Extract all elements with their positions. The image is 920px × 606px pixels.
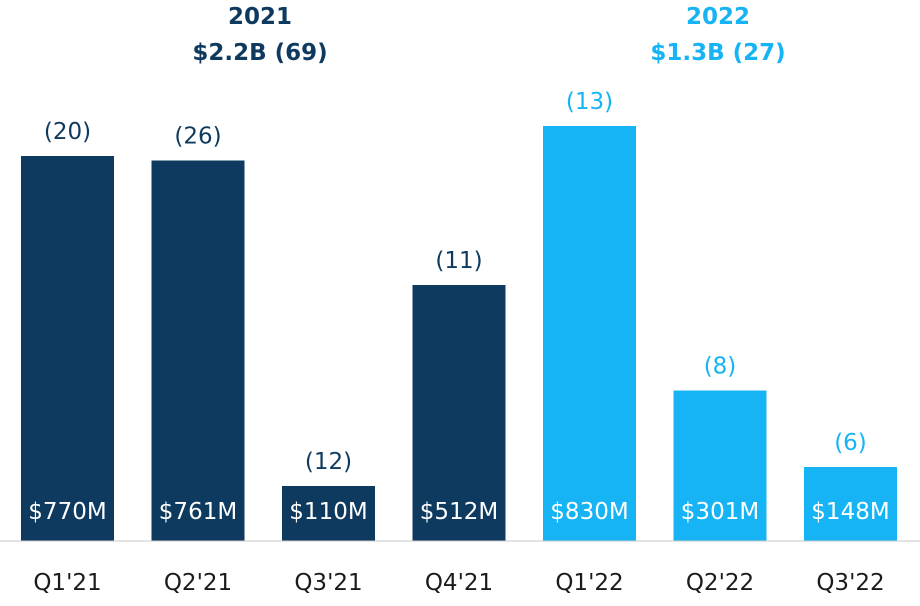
bars-layer: $770M (20) $761M (26) $110M (12) $512M (11) $830…: [21, 89, 897, 541]
tick-label-q4-21: Q4'21: [425, 570, 493, 596]
count-label-q1-21: (20): [44, 119, 91, 145]
tick-label-q1-22: Q1'22: [555, 570, 623, 596]
bar-q1-22: [543, 126, 636, 541]
value-label-q1-21: $770M: [28, 499, 106, 525]
count-label-q2-21: (26): [174, 124, 221, 150]
bar-q4-21: [412, 285, 506, 541]
tick-label-q3-22: Q3'22: [816, 570, 884, 596]
value-label-q2-22: $301M: [681, 499, 759, 525]
value-label-q4-21: $512M: [420, 499, 498, 525]
tick-label-q2-22: Q2'22: [686, 570, 754, 596]
value-label-q2-21: $761M: [159, 499, 237, 525]
value-label-q3-21: $110M: [289, 499, 367, 525]
bar-q3-22: [804, 467, 897, 541]
count-label-q4-21: (11): [435, 248, 482, 274]
bar-q3-21: [282, 486, 375, 541]
bar-q2-21: [151, 160, 245, 541]
tick-label-q1-21: Q1'21: [33, 570, 101, 596]
bar-q2-22: [673, 390, 767, 541]
bar-q1-21: [21, 156, 114, 541]
x-axis-ticks: Q1'21 Q2'21 Q3'21 Q4'21 Q1'22 Q2'22 Q3'22: [33, 570, 884, 596]
value-label-q3-22: $148M: [811, 499, 889, 525]
group-total-2021: $2.2B (69): [192, 40, 327, 66]
count-label-q3-21: (12): [305, 449, 352, 475]
value-label-q1-22: $830M: [550, 499, 628, 525]
group-year-2021: 2021: [228, 4, 292, 30]
tick-label-q2-21: Q2'21: [164, 570, 232, 596]
count-label-q2-22: (8): [704, 354, 737, 380]
count-label-q3-22: (6): [834, 430, 867, 456]
group-total-2022: $1.3B (27): [650, 40, 785, 66]
tick-label-q3-21: Q3'21: [294, 570, 362, 596]
count-label-q1-22: (13): [566, 89, 613, 115]
group-year-2022: 2022: [686, 4, 750, 30]
